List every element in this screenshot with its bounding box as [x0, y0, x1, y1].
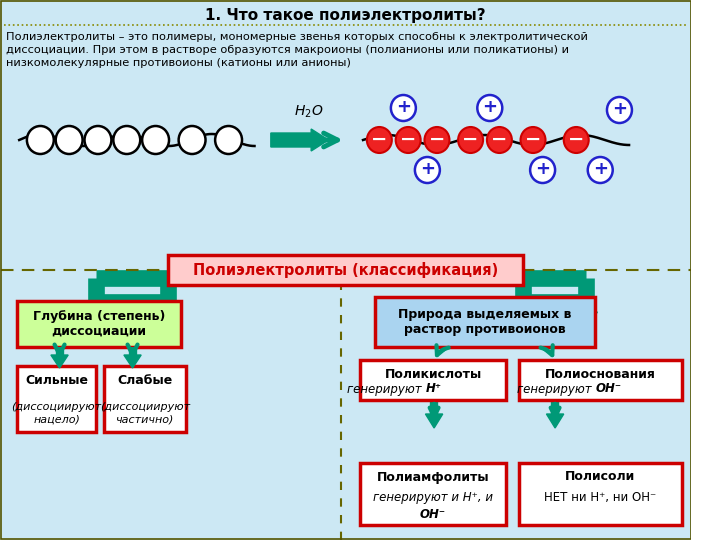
FancyBboxPatch shape [17, 366, 96, 432]
Circle shape [84, 126, 112, 154]
Circle shape [391, 95, 416, 121]
Text: −: − [429, 130, 445, 148]
FancyBboxPatch shape [518, 360, 682, 400]
Text: +: + [396, 98, 411, 116]
Text: −: − [400, 130, 416, 148]
Circle shape [588, 157, 613, 183]
Text: Полисоли: Полисоли [565, 470, 635, 483]
Text: −: − [372, 130, 387, 148]
Polygon shape [84, 312, 107, 330]
FancyArrow shape [271, 129, 328, 151]
Circle shape [425, 127, 449, 153]
FancyBboxPatch shape [104, 366, 186, 432]
Polygon shape [51, 355, 68, 368]
Text: НЕТ ни H⁺, ни ОН⁻: НЕТ ни H⁺, ни ОН⁻ [544, 491, 657, 504]
Circle shape [521, 127, 546, 153]
Polygon shape [124, 355, 141, 368]
FancyBboxPatch shape [168, 255, 523, 285]
Circle shape [396, 127, 420, 153]
Text: Глубина (степень)
диссоциации: Глубина (степень) диссоциации [32, 310, 165, 338]
Circle shape [530, 157, 555, 183]
Circle shape [458, 127, 483, 153]
Text: Природа выделяемых в
раствор противоионов: Природа выделяемых в раствор противоионо… [398, 308, 572, 336]
Text: +: + [482, 98, 498, 116]
Polygon shape [575, 312, 598, 330]
FancyBboxPatch shape [518, 463, 682, 525]
FancyBboxPatch shape [17, 301, 181, 347]
Bar [0, 0, 691, 270]
Circle shape [179, 126, 205, 154]
Text: нацело): нацело) [33, 415, 80, 425]
Text: генерируют: генерируют [347, 382, 426, 395]
Circle shape [215, 126, 242, 154]
Text: −: − [525, 130, 541, 148]
Text: ОН⁻: ОН⁻ [420, 508, 446, 521]
FancyBboxPatch shape [360, 463, 506, 525]
Text: генерируют: генерируют [517, 382, 595, 395]
Text: частично): частично) [116, 415, 174, 425]
Text: H⁺: H⁺ [426, 382, 441, 395]
Text: Полиэлектролиты – это полимеры, мономерные звенья которых способны к электролити: Полиэлектролиты – это полимеры, мономерн… [6, 32, 588, 69]
Polygon shape [546, 414, 564, 428]
Text: +: + [420, 160, 435, 178]
Circle shape [415, 157, 440, 183]
Bar [0, 270, 691, 540]
Text: −: − [462, 130, 479, 148]
FancyBboxPatch shape [360, 360, 506, 400]
Text: Слабые: Слабые [117, 374, 173, 387]
Circle shape [113, 126, 140, 154]
Text: (диссоциируют: (диссоциируют [12, 402, 102, 412]
Text: +: + [535, 160, 550, 178]
Circle shape [142, 126, 169, 154]
Text: Сильные: Сильные [25, 374, 88, 387]
Text: (диссоциируют: (диссоциируют [100, 402, 190, 412]
Text: Полиоснования: Полиоснования [545, 368, 656, 381]
Circle shape [27, 126, 54, 154]
Circle shape [477, 95, 503, 121]
Text: Полиамфолиты: Полиамфолиты [377, 470, 490, 483]
Text: +: + [593, 160, 608, 178]
Text: Поликислоты: Поликислоты [384, 368, 482, 381]
Text: +: + [612, 100, 627, 118]
FancyBboxPatch shape [374, 297, 595, 347]
Circle shape [367, 127, 392, 153]
Text: ОН⁻: ОН⁻ [595, 382, 621, 395]
Circle shape [564, 127, 589, 153]
Text: $H_2O$: $H_2O$ [294, 104, 323, 120]
Circle shape [607, 97, 632, 123]
Text: генерируют и H⁺, и: генерируют и H⁺, и [373, 491, 493, 504]
Circle shape [55, 126, 83, 154]
Text: 1. Что такое полиэлектролиты?: 1. Что такое полиэлектролиты? [205, 8, 486, 23]
Circle shape [487, 127, 512, 153]
Polygon shape [426, 414, 443, 428]
Text: −: − [491, 130, 508, 148]
Text: −: − [568, 130, 585, 148]
Text: Полиэлектролиты (классификация): Полиэлектролиты (классификация) [193, 262, 498, 278]
